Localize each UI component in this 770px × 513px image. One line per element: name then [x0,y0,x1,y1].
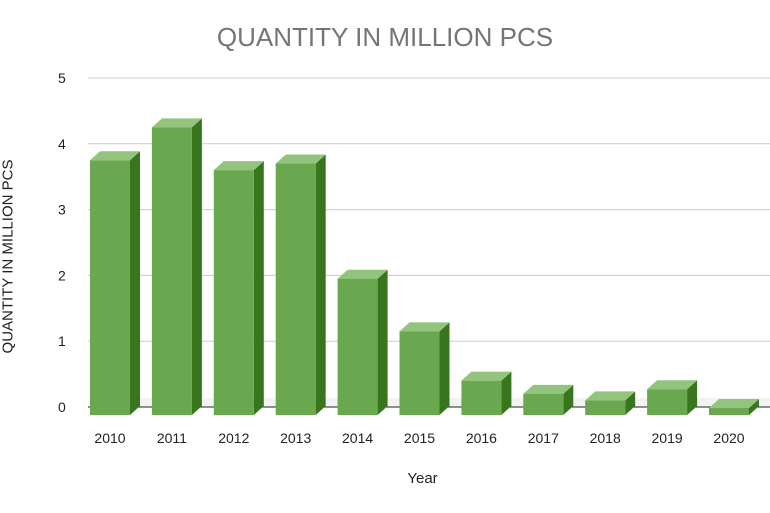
bar [585,400,626,415]
bar-top [523,384,574,394]
bar-side [253,161,264,415]
bar-side [315,154,326,416]
x-tick-label: 2020 [713,430,744,446]
x-tick-label: 2016 [466,430,497,446]
bar-top [461,371,512,381]
bar-top [337,269,388,279]
x-axis-label: Year [407,470,438,487]
bar-side [439,322,450,415]
x-tick-label: 2018 [590,430,621,446]
y-tick-label: 2 [58,267,66,283]
bar-top [399,322,450,332]
bar-top [709,399,759,408]
bar-side [191,118,202,415]
bar-side [687,380,698,415]
bar-top [647,380,698,390]
y-tick-label: 0 [58,399,66,415]
bar [151,127,192,415]
bar-top [275,154,326,164]
x-tick-label: 2014 [342,430,373,446]
bar [709,408,749,415]
bar [275,163,316,415]
y-tick-label: 4 [58,136,66,152]
bar [523,393,564,415]
bar-top [151,118,202,128]
bar-side [749,399,759,415]
bar [213,170,254,415]
x-tick-label: 2012 [218,430,249,446]
x-tick-label: 2011 [157,430,187,446]
y-tick-label: 5 [58,70,66,86]
chart-title: QUANTITY IN MILLION PCS [216,22,554,52]
bar-top [585,391,636,401]
bar [461,380,502,415]
x-tick-label: 2013 [280,430,311,446]
x-tick-label: 2017 [528,430,559,446]
x-tick-label: 2015 [404,430,435,446]
bar-side [625,391,636,415]
bar-side [501,371,512,415]
bar [399,331,440,415]
x-tick-label: 2019 [652,430,683,446]
bar-side [377,269,388,415]
bar-side [563,384,574,415]
bar-side [130,151,140,415]
bar [337,278,378,415]
x-tick-label: 2010 [94,430,125,446]
bar-top [90,151,140,161]
bar-top [213,161,264,171]
y-tick-label: 3 [58,202,66,218]
bar [647,389,688,415]
y-tick-label: 1 [58,333,66,349]
bar [90,160,130,415]
